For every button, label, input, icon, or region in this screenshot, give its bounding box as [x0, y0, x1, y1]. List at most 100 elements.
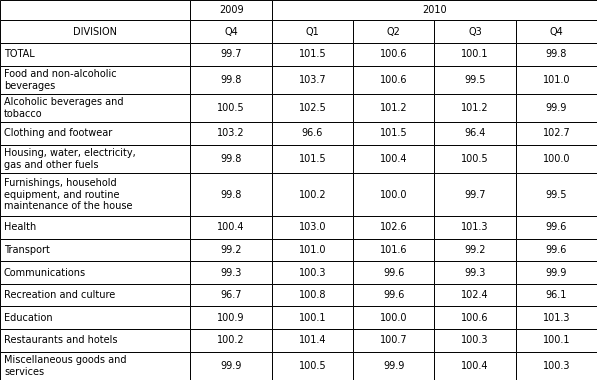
Bar: [272, 66, 353, 94]
Bar: [516, 94, 597, 122]
Text: 99.6: 99.6: [383, 268, 404, 277]
Text: 99.5: 99.5: [464, 75, 486, 85]
Text: 100.3: 100.3: [298, 268, 326, 277]
Text: Alcoholic beverages and
tobacco: Alcoholic beverages and tobacco: [4, 97, 124, 119]
Text: 100.1: 100.1: [543, 336, 570, 345]
Bar: [435, 145, 516, 173]
Bar: [516, 239, 597, 261]
Text: Q4: Q4: [224, 27, 238, 36]
Bar: [0, 307, 190, 329]
Bar: [190, 43, 272, 66]
Bar: [516, 307, 597, 329]
Bar: [435, 239, 516, 261]
Text: 96.4: 96.4: [464, 128, 486, 138]
Text: 96.7: 96.7: [220, 290, 242, 300]
Text: 99.9: 99.9: [546, 268, 567, 277]
Bar: [435, 284, 516, 307]
Bar: [353, 307, 435, 329]
Bar: [353, 329, 435, 352]
Text: 100.3: 100.3: [461, 336, 489, 345]
Bar: [435, 216, 516, 239]
Bar: [190, 21, 272, 43]
Text: 101.5: 101.5: [298, 49, 326, 59]
Bar: [516, 216, 597, 239]
Bar: [516, 21, 597, 43]
Bar: [272, 0, 597, 21]
Text: Recreation and culture: Recreation and culture: [4, 290, 115, 300]
Bar: [0, 43, 190, 66]
Bar: [353, 94, 435, 122]
Text: Q1: Q1: [306, 27, 319, 36]
Text: 100.4: 100.4: [217, 222, 245, 232]
Bar: [190, 122, 272, 145]
Text: TOTAL: TOTAL: [4, 49, 35, 59]
Bar: [0, 284, 190, 307]
Bar: [353, 173, 435, 216]
Bar: [190, 284, 272, 307]
Bar: [435, 21, 516, 43]
Text: 103.7: 103.7: [298, 75, 326, 85]
Text: 100.6: 100.6: [461, 313, 489, 323]
Text: 100.4: 100.4: [461, 361, 489, 371]
Bar: [272, 284, 353, 307]
Text: 100.6: 100.6: [380, 75, 408, 85]
Text: Restaurants and hotels: Restaurants and hotels: [4, 336, 118, 345]
Text: 101.4: 101.4: [298, 336, 326, 345]
Text: 101.2: 101.2: [380, 103, 408, 113]
Bar: [190, 216, 272, 239]
Text: 100.0: 100.0: [543, 154, 570, 164]
Text: 100.3: 100.3: [543, 361, 570, 371]
Bar: [272, 261, 353, 284]
Text: 100.0: 100.0: [380, 190, 408, 200]
Text: 101.0: 101.0: [298, 245, 326, 255]
Text: 99.7: 99.7: [220, 49, 242, 59]
Text: 99.2: 99.2: [464, 245, 486, 255]
Text: 101.5: 101.5: [298, 154, 326, 164]
Bar: [190, 329, 272, 352]
Text: 99.6: 99.6: [546, 245, 567, 255]
Text: 100.7: 100.7: [380, 336, 408, 345]
Text: 100.4: 100.4: [380, 154, 408, 164]
Text: Transport: Transport: [4, 245, 50, 255]
Bar: [190, 261, 272, 284]
Bar: [516, 352, 597, 380]
Bar: [272, 329, 353, 352]
Text: Communications: Communications: [4, 268, 86, 277]
Bar: [435, 122, 516, 145]
Text: Miscellaneous goods and
services: Miscellaneous goods and services: [4, 355, 127, 377]
Text: 101.6: 101.6: [380, 245, 408, 255]
Text: Education: Education: [4, 313, 53, 323]
Text: 99.8: 99.8: [220, 154, 242, 164]
Text: 96.1: 96.1: [546, 290, 567, 300]
Bar: [190, 94, 272, 122]
Bar: [190, 352, 272, 380]
Bar: [435, 43, 516, 66]
Bar: [0, 261, 190, 284]
Bar: [516, 145, 597, 173]
Bar: [0, 216, 190, 239]
Bar: [353, 43, 435, 66]
Bar: [516, 66, 597, 94]
Bar: [0, 352, 190, 380]
Text: 102.4: 102.4: [461, 290, 489, 300]
Bar: [272, 122, 353, 145]
Text: Q2: Q2: [387, 27, 401, 36]
Bar: [435, 66, 516, 94]
Text: 100.5: 100.5: [217, 103, 245, 113]
Text: 102.6: 102.6: [380, 222, 408, 232]
Bar: [353, 284, 435, 307]
Text: 2009: 2009: [219, 5, 244, 15]
Bar: [435, 307, 516, 329]
Bar: [435, 94, 516, 122]
Text: 2010: 2010: [422, 5, 447, 15]
Bar: [190, 0, 272, 21]
Text: 99.8: 99.8: [220, 75, 242, 85]
Bar: [190, 307, 272, 329]
Bar: [272, 145, 353, 173]
Bar: [435, 173, 516, 216]
Text: 99.9: 99.9: [383, 361, 404, 371]
Bar: [272, 239, 353, 261]
Bar: [272, 173, 353, 216]
Bar: [272, 94, 353, 122]
Bar: [516, 122, 597, 145]
